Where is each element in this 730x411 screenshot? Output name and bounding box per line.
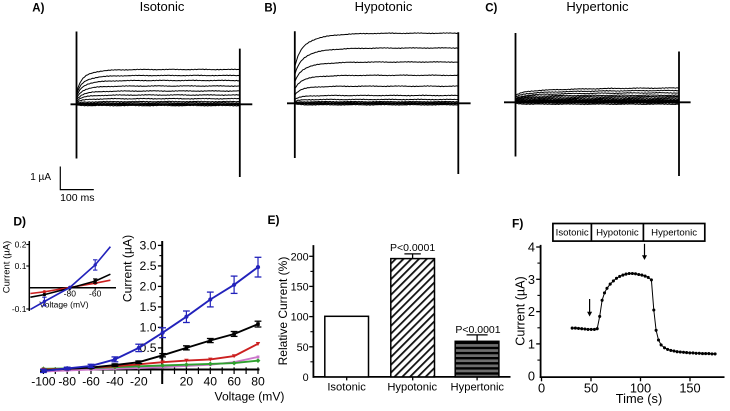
svg-text:Hypotonic: Hypotonic — [355, 0, 413, 14]
svg-text:-0.1: -0.1 — [12, 304, 27, 314]
svg-text:Current (µA): Current (µA) — [514, 276, 528, 346]
svg-text:100: 100 — [291, 312, 309, 324]
svg-text:0.1: 0.1 — [15, 261, 27, 271]
svg-text:100: 100 — [630, 381, 651, 396]
svg-text:4: 4 — [528, 240, 535, 255]
svg-text:50: 50 — [584, 381, 598, 396]
svg-text:-60: -60 — [89, 289, 102, 299]
svg-text:0.5: 0.5 — [140, 341, 157, 355]
svg-text:150: 150 — [679, 381, 700, 396]
svg-text:-40: -40 — [106, 374, 124, 388]
svg-text:Relative Current (%): Relative Current (%) — [276, 257, 290, 366]
svg-text:50: 50 — [297, 342, 309, 354]
svg-text:-100: -100 — [31, 374, 56, 388]
svg-text:Hypotonic: Hypotonic — [596, 228, 639, 239]
svg-text:40: 40 — [204, 374, 218, 388]
svg-text:1.0: 1.0 — [140, 321, 157, 335]
svg-text:0: 0 — [528, 369, 535, 384]
svg-text:C): C) — [485, 2, 497, 14]
svg-text:E): E) — [268, 213, 280, 227]
svg-text:0: 0 — [538, 381, 545, 396]
svg-text:1 µA: 1 µA — [30, 172, 51, 183]
svg-text:100 ms: 100 ms — [60, 192, 94, 204]
svg-text:1: 1 — [528, 336, 535, 351]
svg-text:-80: -80 — [64, 289, 77, 299]
svg-text:2.5: 2.5 — [140, 259, 157, 273]
svg-text:Voltage (mV): Voltage (mV) — [39, 300, 88, 310]
svg-text:200: 200 — [291, 251, 309, 263]
svg-text:Current (µA): Current (µA) — [2, 241, 13, 293]
svg-text:P<0.0001: P<0.0001 — [455, 324, 500, 336]
svg-text:3: 3 — [528, 272, 535, 287]
svg-text:-80: -80 — [58, 374, 76, 388]
svg-text:80: 80 — [251, 374, 265, 388]
svg-text:Isotonic: Isotonic — [327, 381, 366, 393]
svg-text:P<0.0001: P<0.0001 — [390, 242, 435, 254]
svg-text:Hypotonic: Hypotonic — [387, 381, 437, 393]
svg-text:60: 60 — [227, 374, 241, 388]
svg-text:Voltage (mV): Voltage (mV) — [215, 390, 285, 404]
svg-text:F): F) — [512, 217, 523, 231]
svg-text:1.5: 1.5 — [140, 300, 157, 314]
svg-text:Isotonic: Isotonic — [140, 0, 185, 14]
svg-text:2: 2 — [528, 304, 535, 319]
svg-text:0: 0 — [303, 372, 309, 384]
svg-text:3.0: 3.0 — [140, 239, 157, 253]
svg-text:150: 150 — [291, 281, 309, 293]
svg-text:A): A) — [32, 2, 44, 14]
svg-text:20: 20 — [180, 374, 194, 388]
svg-text:B): B) — [264, 2, 276, 14]
svg-text:Hypertonic: Hypertonic — [451, 381, 505, 393]
svg-text:Hypertonic: Hypertonic — [651, 228, 697, 239]
svg-text:0.2: 0.2 — [15, 240, 27, 250]
svg-text:Hypertonic: Hypertonic — [566, 0, 629, 14]
svg-text:Current (µA): Current (µA) — [121, 235, 135, 302]
svg-text:-20: -20 — [130, 374, 148, 388]
svg-text:Isotonic: Isotonic — [556, 228, 589, 239]
svg-text:D): D) — [13, 215, 26, 229]
svg-text:2.0: 2.0 — [140, 280, 157, 294]
svg-text:Time (s): Time (s) — [616, 391, 662, 406]
svg-text:-60: -60 — [82, 374, 100, 388]
